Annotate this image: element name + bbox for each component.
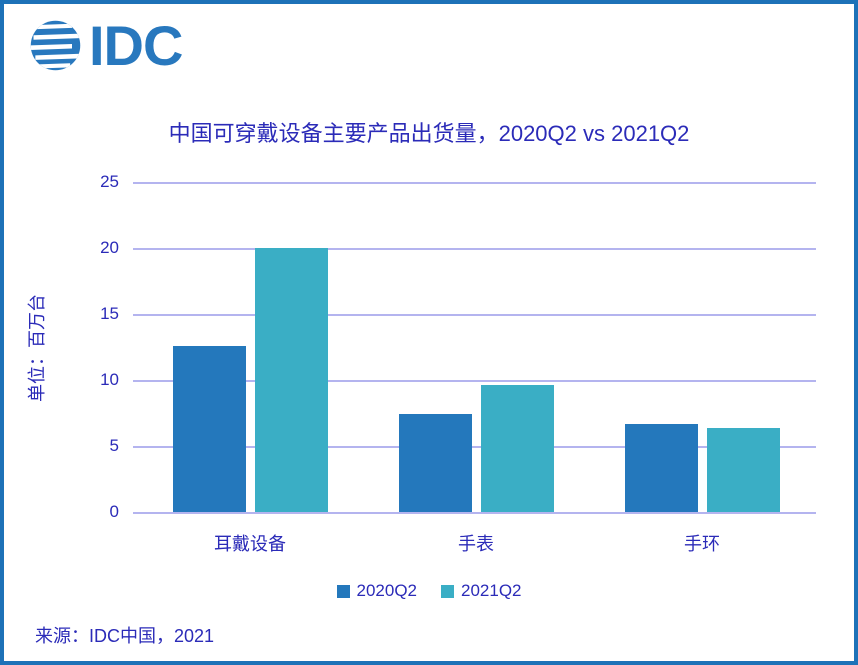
gridline-y0 [133,512,816,514]
legend-item-2021Q2: 2021Q2 [441,581,522,601]
idc-logo: IDC [28,14,183,77]
bar-2021Q2-手环 [706,427,780,512]
bar-2021Q2-耳戴设备 [254,248,328,512]
y-tick-0: 0 [109,502,119,521]
gridline-y5 [133,446,816,448]
chart-title: 中国可穿戴设备主要产品出货量，2020Q2 vs 2021Q2 [168,121,690,146]
gridline-y25 [133,182,816,184]
gridline-y20 [133,248,816,250]
gridline-y15 [133,314,816,316]
bar-2020Q2-手环 [624,423,698,512]
y-tick-15: 15 [100,304,119,323]
y-tick-20: 20 [100,238,119,257]
bar-2020Q2-耳戴设备 [172,345,246,512]
legend-label: 2020Q2 [356,581,418,600]
x-label-手环: 手环 [684,534,720,554]
bar-2020Q2-手表 [398,414,472,512]
source-note: 来源：IDC中国，2021 [35,626,215,646]
legend-label: 2021Q2 [461,581,522,600]
x-label-耳戴设备: 耳戴设备 [214,534,286,554]
bar-2021Q2-手表 [480,385,554,512]
legend-swatch-icon [336,584,350,598]
legend-swatch-icon [441,584,454,598]
legend: 2020Q2 2021Q2 [0,581,858,601]
plot-area [133,182,816,514]
idc-logo-text: IDC [89,14,183,77]
y-axis-title: 单位：百万台 [27,294,47,402]
x-label-手表: 手表 [458,534,494,554]
gridline-y10 [133,380,816,382]
idc-globe-icon [30,20,81,71]
legend-item-2020Q2: 2020Q2 [336,581,418,601]
y-tick-5: 5 [109,436,119,455]
y-tick-10: 10 [100,370,119,389]
y-tick-25: 25 [100,172,119,191]
